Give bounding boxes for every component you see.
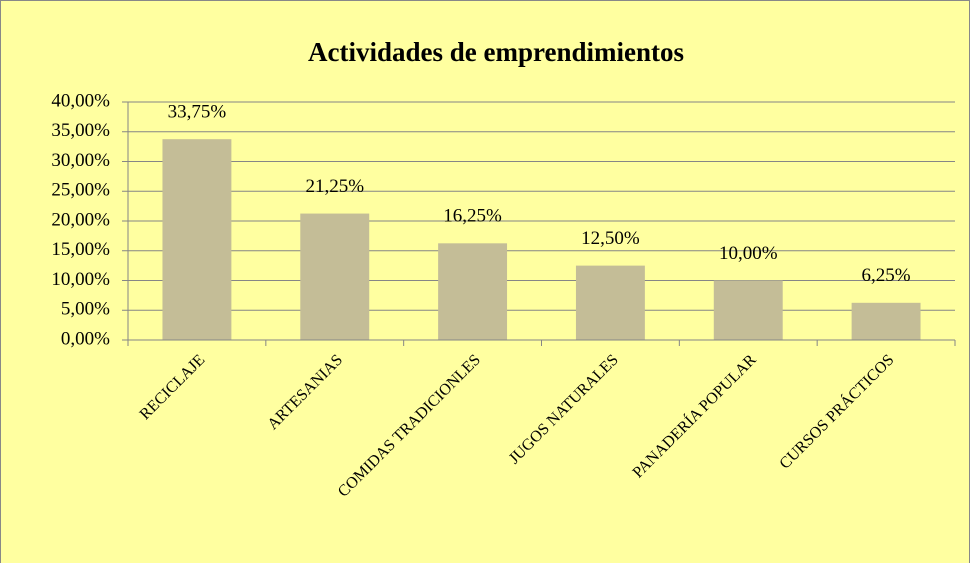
y-tick-label: 40,00% bbox=[51, 90, 110, 111]
data-label: 12,50% bbox=[581, 228, 640, 249]
bar bbox=[713, 280, 783, 340]
bar bbox=[162, 139, 232, 340]
bar bbox=[300, 213, 370, 340]
y-tick-label: 15,00% bbox=[51, 239, 110, 260]
y-tick-label: 0,00% bbox=[61, 328, 110, 349]
y-tick-label: 5,00% bbox=[61, 299, 110, 320]
data-label: 10,00% bbox=[719, 243, 778, 264]
bar bbox=[575, 265, 645, 340]
data-label: 6,25% bbox=[862, 265, 911, 286]
y-tick-label: 10,00% bbox=[51, 269, 110, 290]
chart-title: Actividades de emprendimientos bbox=[308, 37, 684, 67]
data-label: 33,75% bbox=[168, 102, 227, 123]
y-tick-label: 25,00% bbox=[51, 180, 110, 201]
bar bbox=[438, 243, 508, 340]
data-label: 21,25% bbox=[305, 176, 364, 197]
y-tick-label: 35,00% bbox=[51, 120, 110, 141]
data-label: 16,25% bbox=[443, 206, 502, 227]
y-tick-label: 30,00% bbox=[51, 150, 110, 171]
bar bbox=[851, 302, 921, 340]
y-tick-label: 20,00% bbox=[51, 209, 110, 230]
